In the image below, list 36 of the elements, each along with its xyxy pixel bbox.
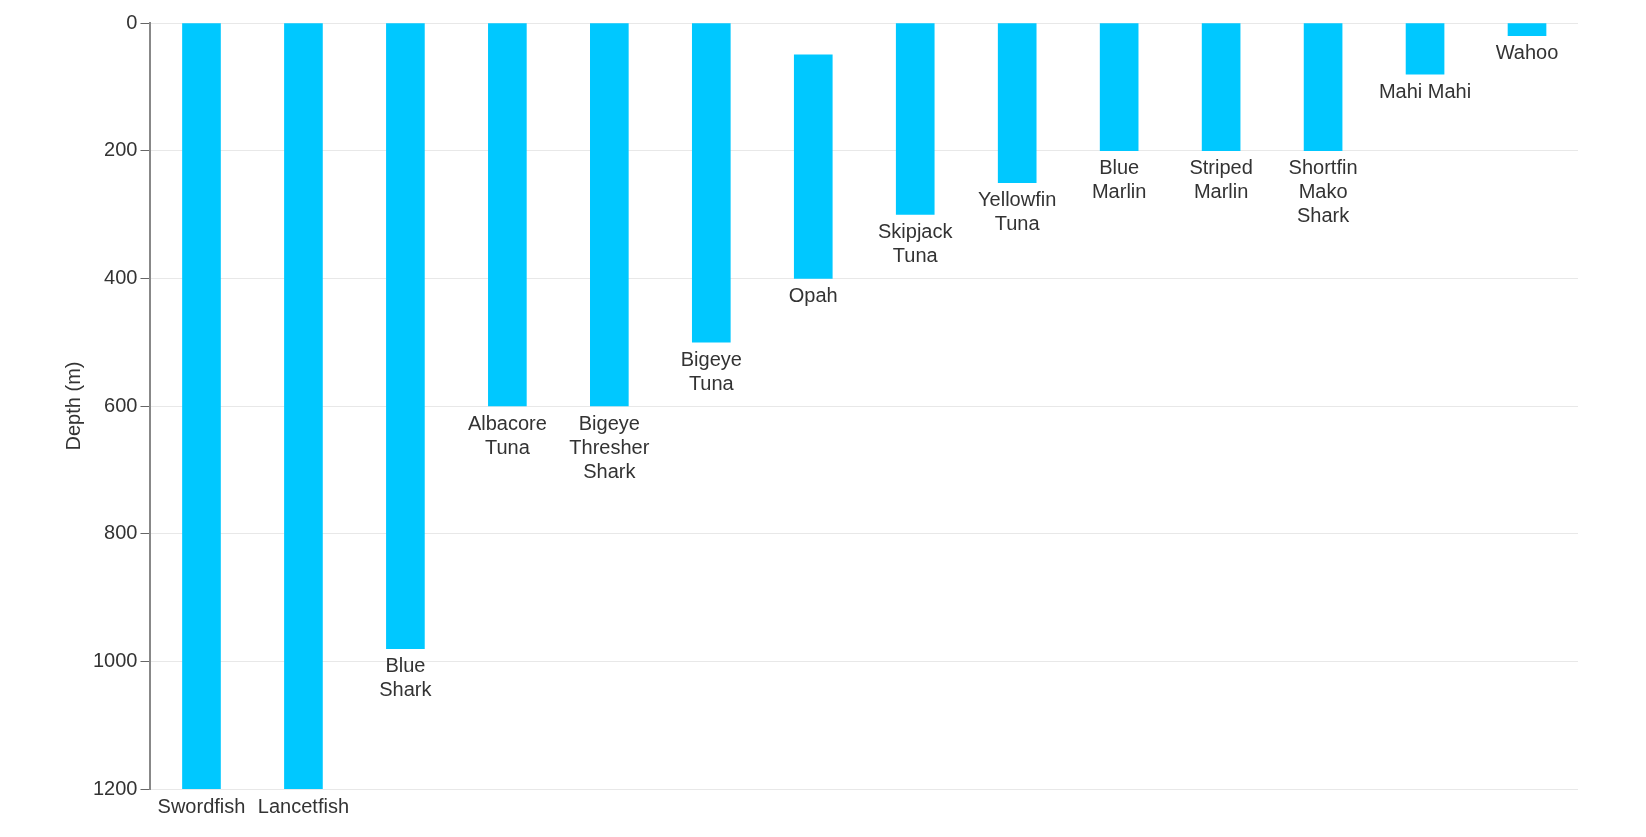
x-tick-label: Yellowfin Tuna — [978, 188, 1057, 235]
bar — [1099, 23, 1139, 151]
y-tick-label: 600 — [104, 393, 138, 416]
bar — [1303, 23, 1343, 151]
bar — [488, 23, 527, 407]
x-tick-label: Blue Marlin — [1091, 156, 1147, 203]
x-tick-label: Bigeye Tuna — [680, 347, 742, 394]
x-tick-label: Mahi Mahi — [1378, 79, 1472, 102]
x-tick-label: Bigeye Thresher Shark — [569, 411, 650, 482]
x-tick-label: Striped Marlin — [1189, 156, 1253, 203]
y-tick-label: 400 — [104, 265, 138, 288]
y-tick-label: 200 — [104, 138, 138, 161]
y-axis-title: Depth (m) — [61, 361, 84, 451]
bar — [997, 23, 1037, 183]
x-tick-label: Opah — [788, 283, 838, 306]
bar — [1201, 23, 1241, 151]
bar — [182, 23, 221, 789]
x-tick-label: Blue Shark — [379, 654, 433, 701]
x-tick-label: Skipjack Tuna — [877, 220, 954, 267]
bar — [793, 54, 833, 279]
bar — [691, 23, 731, 343]
bar — [1405, 23, 1445, 75]
y-tick-label: 1000 — [92, 648, 138, 671]
y-tick-label: 0 — [126, 10, 138, 33]
y-tick-label: 1200 — [92, 776, 138, 799]
bar — [386, 23, 425, 649]
x-tick-label: Shortfin Mako Shark — [1288, 156, 1358, 227]
y-tick-label: 800 — [104, 521, 138, 544]
bar — [1507, 23, 1547, 37]
bar — [590, 23, 629, 407]
x-tick-label: Lancetfish — [257, 794, 350, 817]
x-tick-label: Albacore Tuna — [467, 411, 547, 458]
bar — [895, 23, 935, 215]
bar — [284, 23, 323, 789]
x-tick-label: Wahoo — [1495, 41, 1559, 64]
x-tick-label: Swordfish — [157, 794, 246, 817]
